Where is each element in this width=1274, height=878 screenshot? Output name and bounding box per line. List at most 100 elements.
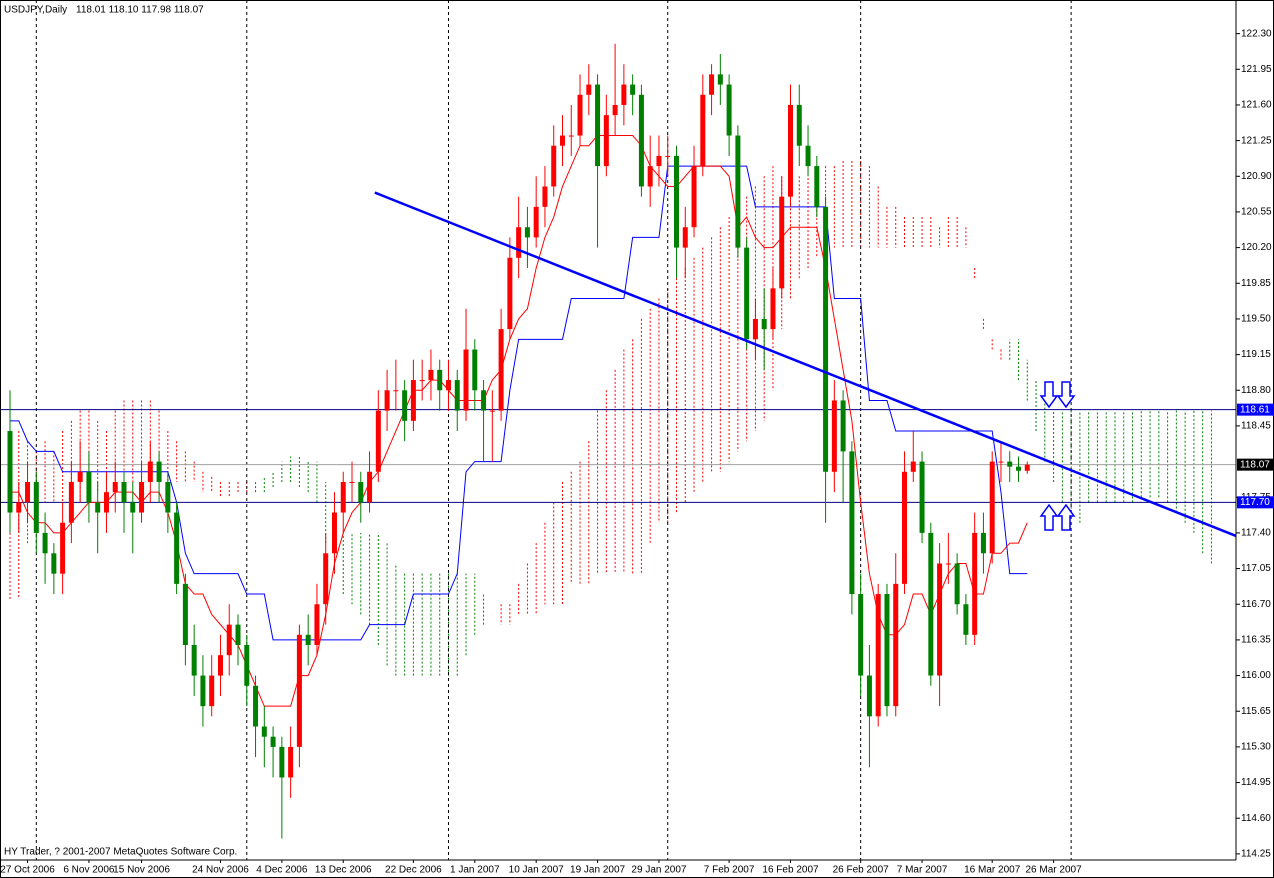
candle-body: [568, 135, 574, 137]
candle-body: [998, 461, 1004, 463]
y-tick-label: 114.60: [1241, 813, 1271, 824]
candle-body: [910, 461, 916, 472]
candle-body: [253, 685, 259, 727]
candle-body: [410, 380, 416, 421]
candle-body: [937, 563, 943, 676]
level-label-box: [1237, 458, 1274, 471]
candle-body: [735, 135, 741, 248]
candle-body: [200, 675, 206, 707]
y-tick-label: 119.15: [1241, 349, 1271, 360]
candle-body: [217, 655, 223, 676]
y-tick-label: 114.95: [1241, 777, 1271, 788]
candle-body: [945, 563, 951, 565]
candle-body: [840, 400, 846, 452]
candle-body: [95, 502, 101, 513]
candle-body: [314, 604, 320, 645]
trendline: [374, 191, 1237, 538]
candle-body: [86, 471, 92, 503]
x-tick-label: 19 Jan 2007: [570, 865, 625, 876]
candle-body: [814, 166, 820, 207]
candle-body: [709, 74, 715, 95]
candle-body: [849, 451, 855, 595]
candle-body: [972, 532, 978, 635]
y-tick-label: 120.90: [1241, 171, 1272, 182]
candle-body: [524, 227, 530, 238]
candle-body: [559, 135, 565, 146]
candle-body: [139, 481, 145, 513]
candle-body: [191, 645, 197, 676]
candle-body: [288, 746, 294, 778]
candle-body: [305, 634, 311, 645]
candle-body: [174, 512, 180, 584]
candle-body: [25, 481, 31, 503]
candle-body: [437, 369, 443, 391]
candle-body: [42, 532, 48, 554]
candle-body: [209, 675, 215, 707]
candle-body: [51, 553, 57, 574]
candle-body: [182, 583, 188, 645]
kijun-line: [9, 165, 1028, 641]
y-tick-label: 119.50: [1241, 314, 1271, 325]
x-tick-label: 1 Jan 2007: [450, 865, 500, 876]
candle-body: [481, 390, 487, 411]
y-tick-label: 116.70: [1241, 599, 1271, 610]
candle-body: [980, 532, 986, 554]
candle-body: [296, 634, 302, 747]
candle-body: [121, 481, 127, 503]
candle-body: [507, 257, 513, 330]
candle-body: [489, 410, 495, 412]
candle-body: [673, 155, 679, 248]
candle-body: [445, 380, 451, 391]
candle-body: [875, 594, 881, 717]
candle-body: [542, 186, 548, 207]
y-tick-label: 119.85: [1241, 278, 1271, 289]
candle-body: [551, 145, 557, 187]
y-tick-label: 115.30: [1241, 742, 1271, 753]
plot-area: [0, 0, 1237, 860]
candle-body: [261, 726, 267, 737]
y-tick-label: 120.20: [1241, 242, 1272, 253]
candle-body: [516, 227, 522, 258]
candle-body: [428, 369, 434, 381]
candle-body: [638, 94, 644, 187]
y-tick-label: 121.95: [1241, 64, 1272, 75]
candle-body: [16, 502, 22, 513]
candle-body: [656, 155, 662, 167]
y-tick-label: 117.05: [1241, 563, 1271, 574]
candle-body: [902, 471, 908, 584]
candle-body: [375, 410, 381, 472]
candle-body: [621, 84, 627, 105]
level-label: 117.70: [1240, 497, 1270, 508]
candle-body: [33, 481, 39, 533]
x-tick-label: 6 Nov 2006: [63, 865, 115, 876]
candle-body: [130, 502, 136, 513]
candle-body: [796, 104, 802, 146]
x-tick-label: 16 Mar 2007: [964, 865, 1021, 876]
candle-body: [823, 206, 829, 472]
y-tick-label: 120.55: [1241, 207, 1272, 218]
down-arrow: [1056, 381, 1076, 409]
candle-body: [647, 166, 653, 187]
level-label-box: [1237, 496, 1274, 509]
y-tick-label: 114.25: [1241, 849, 1271, 860]
candle-body: [761, 318, 767, 330]
candle-body: [665, 155, 671, 157]
x-tick-label: 7 Mar 2007: [897, 865, 948, 876]
candle-body: [682, 227, 688, 248]
candle-body: [454, 380, 460, 411]
candle-body: [384, 390, 390, 411]
x-tick-label: 10 Jan 2007: [509, 865, 564, 876]
candle-body: [928, 532, 934, 676]
x-tick-label: 26 Mar 2007: [1026, 865, 1083, 876]
signal-arrows: [1039, 381, 1076, 531]
candle-body: [1024, 464, 1030, 471]
candle-body: [68, 481, 74, 523]
candle-body: [577, 94, 583, 136]
candle-body: [770, 288, 776, 330]
candle-body: [866, 675, 872, 717]
y-tick-label: 115.65: [1241, 706, 1271, 717]
candle-body: [700, 94, 706, 167]
y-tick-label: 122.30: [1241, 28, 1272, 39]
candle-body: [989, 461, 995, 554]
